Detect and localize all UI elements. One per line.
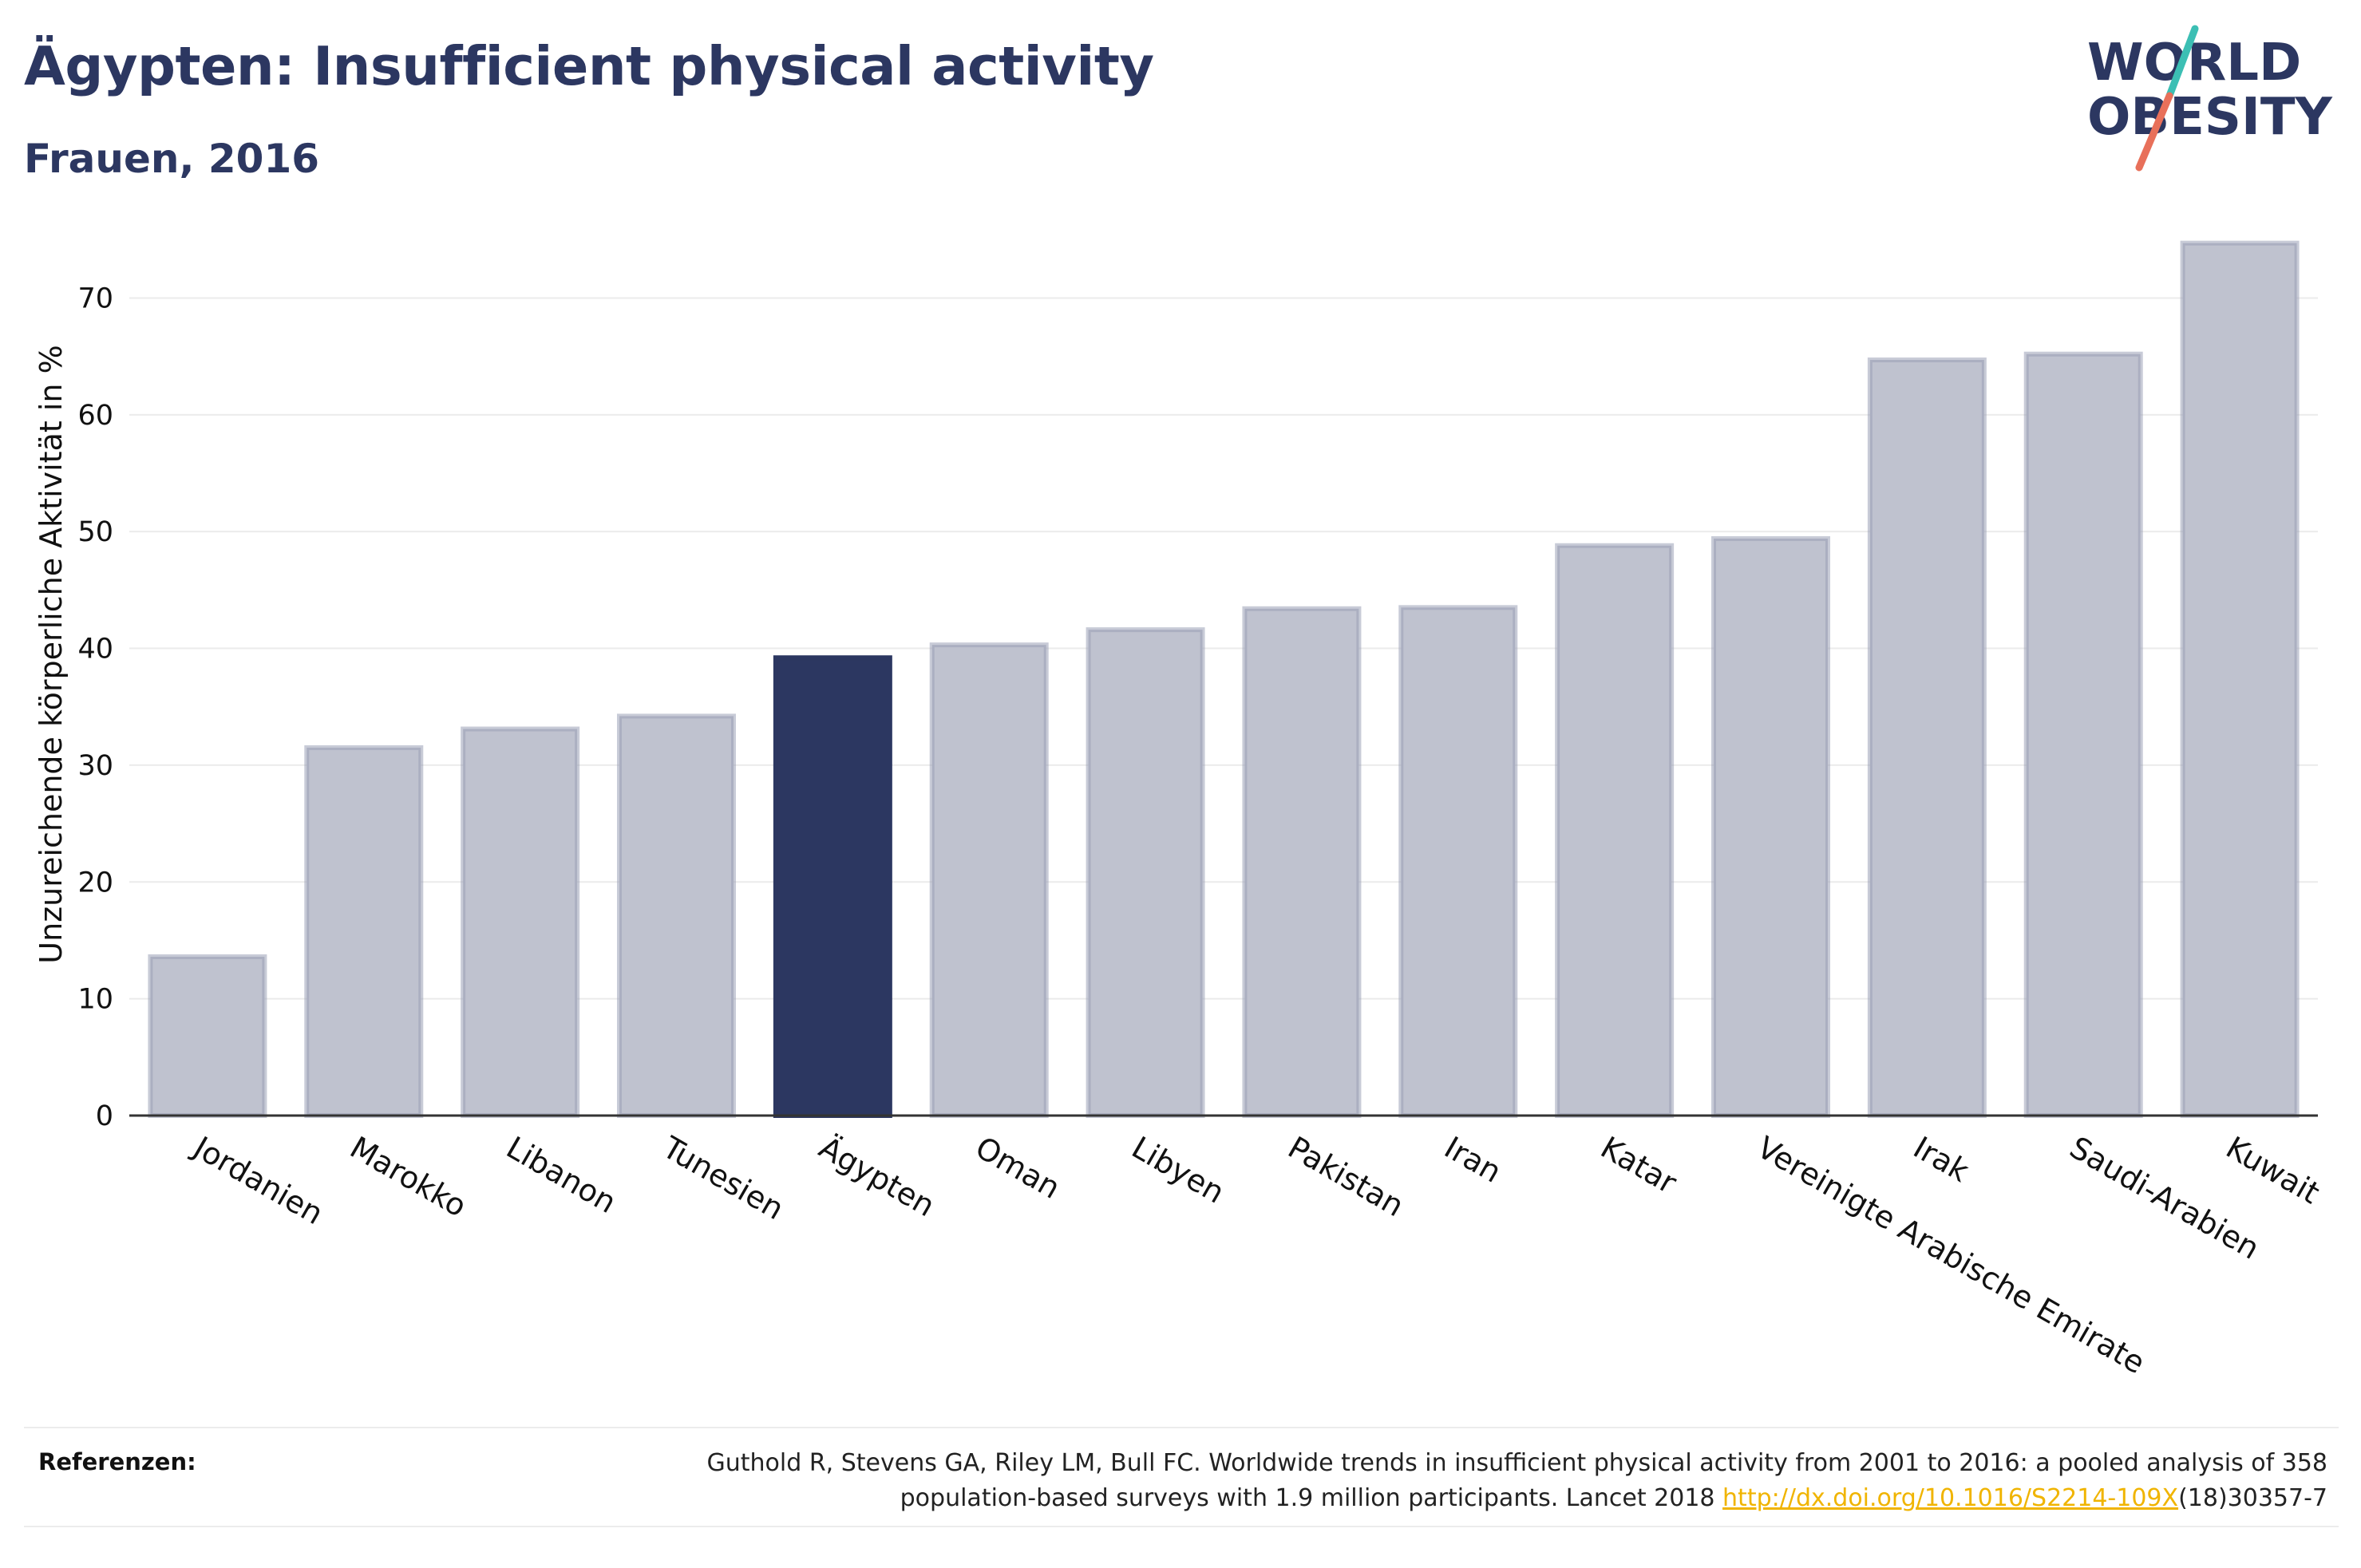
x-tick-label: Pakistan xyxy=(1282,1130,1410,1224)
x-tick-label: Libyen xyxy=(1126,1130,1231,1211)
bars-layer xyxy=(129,240,2318,1118)
y-tick-label: 20 xyxy=(77,867,113,899)
world-obesity-logo: WORLD OBESITY xyxy=(2087,25,2332,172)
page-subtitle: Frauen, 2016 xyxy=(24,136,320,182)
x-labels-layer: Jordanien Marokko Libanon Tunesien Ägypten Om… xyxy=(187,1129,2326,1381)
references-line-2: population-based surveys with 1.9 millio… xyxy=(900,1484,1723,1512)
y-tick-label: 10 xyxy=(77,984,113,1016)
x-tick-label: Marokko xyxy=(344,1130,473,1224)
logo-line-world: WORLD xyxy=(2087,34,2301,93)
x-tick-label: Katar xyxy=(1595,1130,1683,1201)
references-doi-link[interactable]: http://dx.doi.org/10.1016/S2214-109X xyxy=(1722,1484,2179,1512)
x-tick-label: Irak xyxy=(1908,1130,1975,1189)
bar-libyen xyxy=(1086,627,1205,1118)
bar-jordanien xyxy=(148,954,267,1118)
references-line-2-end: (18)30357-7 xyxy=(2178,1484,2327,1512)
bar-libanon xyxy=(461,726,580,1118)
y-tick-label: 70 xyxy=(77,282,113,314)
bar-vereinigte-arabische-emirate xyxy=(1711,535,1830,1118)
x-tick-label: Iran xyxy=(1438,1130,1507,1190)
bar-kuwait xyxy=(2180,240,2300,1118)
y-tick-label: 40 xyxy=(77,634,113,666)
references-text: Guthold R, Stevens GA, Riley LM, Bull FC… xyxy=(492,1446,2327,1516)
logo-slash-coral xyxy=(2135,92,2173,172)
y-tick-label: 60 xyxy=(77,400,113,432)
bar-marokko xyxy=(304,745,424,1118)
bar-irak xyxy=(1867,357,1987,1118)
y-tick-label: 0 xyxy=(96,1100,113,1132)
bar-saudi-arabien xyxy=(2023,351,2143,1118)
bar-iran xyxy=(1398,605,1518,1118)
y-tick-label: 50 xyxy=(77,516,113,548)
bar-pakistan xyxy=(1242,606,1362,1118)
logo-slash-teal xyxy=(2165,25,2199,100)
bar-ägypten xyxy=(773,655,892,1118)
grid-layer xyxy=(129,297,2318,1000)
bar-oman xyxy=(929,642,1049,1118)
x-tick-label: Oman xyxy=(970,1130,1066,1206)
y-ticks-layer: 0 10 20 30 40 50 60 70 xyxy=(77,282,113,1132)
x-tick-label: Tunesien xyxy=(656,1129,789,1226)
x-tick-label: Kuwait xyxy=(2221,1130,2326,1211)
references-line-1: Guthold R, Stevens GA, Riley LM, Bull FC… xyxy=(706,1449,2327,1477)
logo-line-obesity: OBESITY xyxy=(2087,88,2332,147)
bar-tunesien xyxy=(617,713,736,1118)
x-tick-label: Ägypten xyxy=(813,1130,941,1224)
y-tick-label: 30 xyxy=(77,750,113,782)
page-title: Ägypten: Insufficient physical activity xyxy=(24,35,1154,97)
bar-katar xyxy=(1555,543,1675,1118)
x-tick-label: Jordanien xyxy=(187,1129,330,1232)
references-label: Referenzen: xyxy=(38,1448,196,1475)
references-divider-top xyxy=(24,1427,2339,1428)
bar-chart: 0 10 20 30 40 50 60 70 Jordanien Marokko Libanon T… xyxy=(34,240,2326,1381)
references-divider-bottom xyxy=(24,1526,2339,1527)
y-axis-title: Unzureichende körperliche Aktivität in % xyxy=(34,345,69,963)
x-tick-label: Libanon xyxy=(500,1130,622,1220)
